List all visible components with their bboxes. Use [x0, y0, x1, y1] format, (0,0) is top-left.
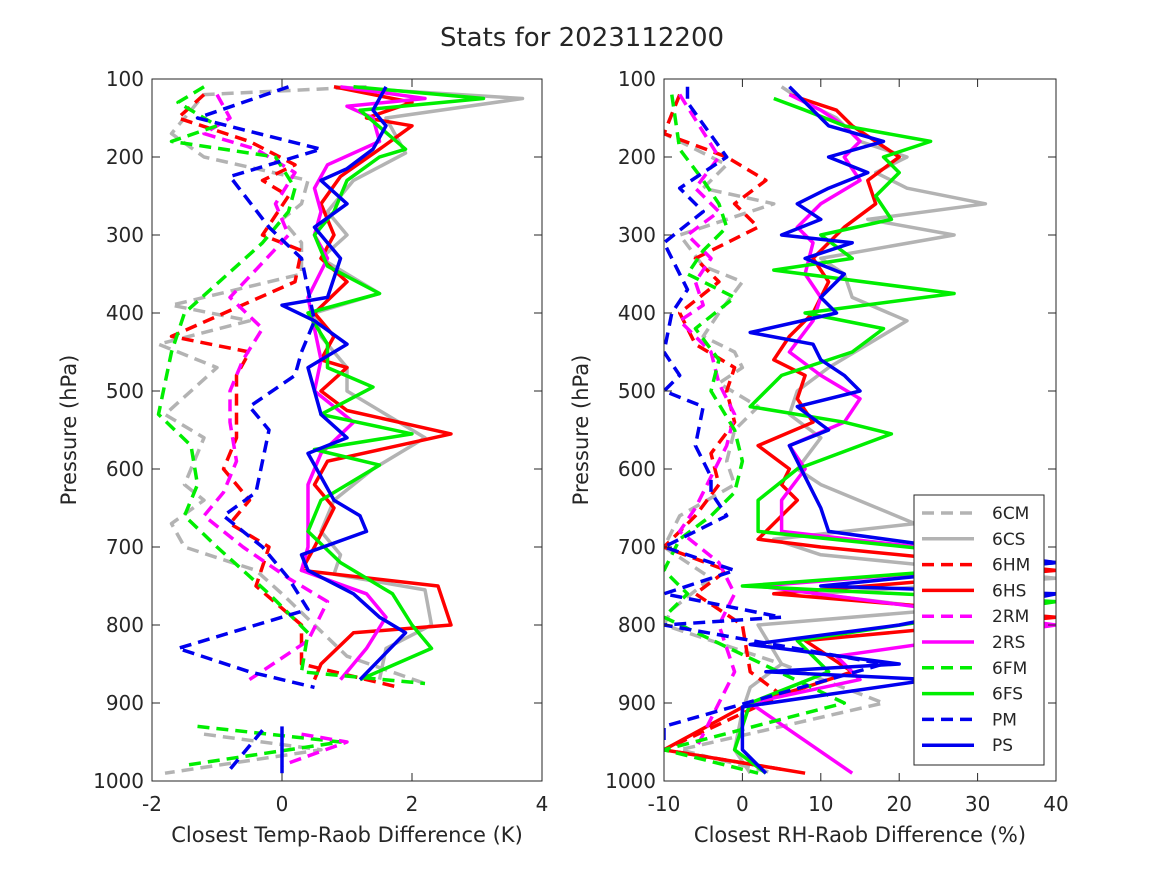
legend-label-6fm: 6FM: [992, 659, 1027, 679]
temp-ytick-label: 700: [106, 535, 144, 559]
rh-series-ps: [740, 85, 1056, 775]
rh-series-6hs: [664, 92, 1056, 775]
rh-axes-box: [663, 78, 1057, 782]
rh-yaxis-label: Pressure (hPa): [569, 355, 593, 506]
rh-ytick-label: 300: [618, 223, 656, 247]
temp-near-surface-2rm: [281, 732, 349, 768]
temp-ytick-label: 100: [106, 67, 144, 91]
rh-ytick-label: 1000: [605, 769, 656, 793]
legend-label-2rm: 2RM: [992, 607, 1029, 627]
figure-title: Stats for 2023112200: [440, 23, 724, 53]
temp-series-ps: [280, 85, 408, 681]
temperature-panel: -2 0 2 4 100 200 300 400 500 600 700 800 900 1000 Clos…: [57, 67, 548, 847]
temp-series-6fm: [156, 85, 426, 686]
temp-xaxis-label: Closest Temp-Raob Difference (K): [171, 823, 523, 847]
rh-xaxis-label: Closest RH-Raob Difference (%): [694, 823, 1026, 847]
temp-ytick-label: 800: [106, 613, 144, 637]
legend-label-6fs: 6FS: [992, 685, 1023, 705]
rh-ytick-label: 100: [618, 67, 656, 91]
temp-ytick-label: 1000: [93, 769, 144, 793]
rh-ytick-label: 600: [618, 457, 656, 481]
legend-label-6hm: 6HM: [992, 556, 1030, 576]
temp-series-6hm: [169, 93, 400, 690]
temp-ytick-label: 900: [106, 691, 144, 715]
rh-series-6cs: [732, 85, 1056, 775]
temp-series-pm: [176, 85, 323, 690]
legend-label-2rs: 2RS: [992, 633, 1025, 653]
rh-xtick-label: 0: [736, 792, 749, 816]
legend-label-ps: PS: [992, 736, 1013, 756]
temp-xtick-label: 4: [536, 792, 549, 816]
temp-ytick-label: 500: [106, 379, 144, 403]
temp-near-surface-pm: [228, 729, 264, 771]
temp-ytick-label: 300: [106, 223, 144, 247]
legend: 6CM 6CS 6HM 6HS 2RM 2RS 6FM 6FS PM PS: [913, 494, 1045, 766]
rh-series-pm: [664, 86, 886, 742]
temp-axes-box: [151, 78, 543, 782]
temp-ytick-label: 600: [106, 457, 144, 481]
temp-xtick-label: 2: [406, 792, 419, 816]
rh-ytick-label: 400: [618, 301, 656, 325]
rh-xtick-label: 40: [1043, 792, 1068, 816]
rh-series-6cm: [664, 93, 886, 775]
legend-label-pm: PM: [992, 710, 1017, 730]
rh-ytick-label: 500: [618, 379, 656, 403]
legend-label-6hs: 6HS: [992, 581, 1026, 601]
temp-series-2rm: [202, 93, 330, 682]
rh-xtick-label: 10: [808, 792, 833, 816]
temp-series-6hs: [299, 85, 453, 681]
temp-ytick-label: 200: [106, 145, 144, 169]
legend-label-6cs: 6CS: [992, 530, 1025, 550]
temp-series-group: [156, 85, 525, 775]
rh-ytick-label: 800: [618, 613, 656, 637]
rh-xtick-label: -10: [648, 792, 681, 816]
legend-label-6cm: 6CM: [992, 504, 1029, 524]
temp-yaxis-label: Pressure (hPa): [57, 355, 81, 506]
rh-ytick-label: 700: [618, 535, 656, 559]
rh-ytick-label: 200: [618, 145, 656, 169]
temp-ytick-label: 400: [106, 301, 144, 325]
temp-series-6fs: [306, 85, 486, 682]
temp-near-surface-6cm: [164, 732, 323, 775]
temp-xtick-label: -2: [142, 792, 162, 816]
rh-series-6fm: [664, 94, 847, 775]
rh-ytick-label: 900: [618, 691, 656, 715]
rh-xtick-label: 30: [965, 792, 990, 816]
temp-xtick-label: 0: [276, 792, 289, 816]
rh-xtick-label: 20: [886, 792, 911, 816]
rh-series-2rm: [677, 93, 737, 751]
